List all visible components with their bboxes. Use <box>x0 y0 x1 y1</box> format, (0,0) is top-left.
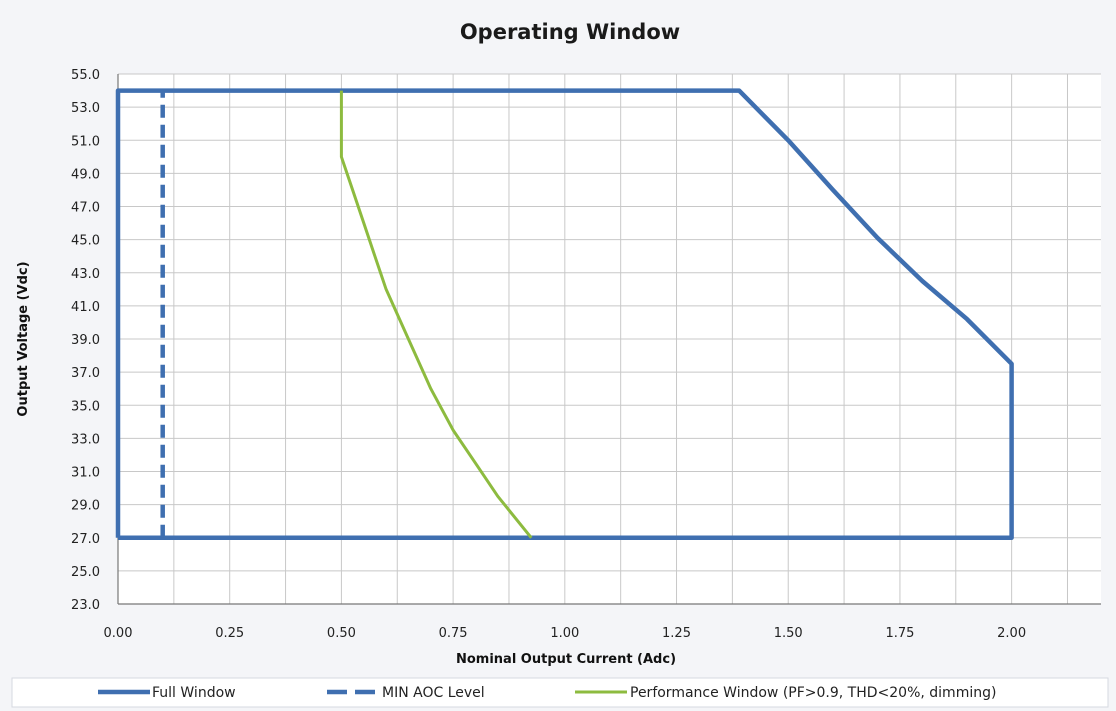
y-tick-label: 49.0 <box>71 167 100 182</box>
series-line-3 <box>339 90 533 539</box>
y-tick-label: 41.0 <box>71 300 100 315</box>
x-tick-label: 0.25 <box>215 626 244 641</box>
x-tick-label: 0.00 <box>104 626 133 641</box>
y-tick-label: 39.0 <box>71 333 100 348</box>
legend-label-1: Full Window <box>152 685 236 701</box>
y-tick-label: 37.0 <box>71 366 100 381</box>
x-tick-label: 1.00 <box>550 626 579 641</box>
legend <box>11 677 1109 708</box>
tick-labels: 0.00 0.25 0.50 0.75 1.00 1.25 1.50 1.75 2.00 23.0… <box>71 68 1026 641</box>
legend-label-3: Performance Window (PF>0.9, THD<20%, dim… <box>630 685 996 701</box>
chart-title: Operating Window <box>460 20 680 44</box>
y-tick-label: 27.0 <box>71 532 100 547</box>
y-tick-label: 23.0 <box>71 598 100 613</box>
y-axis-title: Output Voltage (Vdc) <box>16 261 31 416</box>
y-tick-label: 51.0 <box>71 134 100 149</box>
x-tick-label: 1.25 <box>662 626 691 641</box>
x-tick-label: 1.75 <box>885 626 914 641</box>
y-tick-label: 25.0 <box>71 565 100 580</box>
x-tick-label: 0.75 <box>439 626 468 641</box>
y-tick-label: 53.0 <box>71 101 100 116</box>
y-tick-label: 55.0 <box>71 68 100 83</box>
x-tick-label: 2.00 <box>997 626 1026 641</box>
y-tick-label: 29.0 <box>71 499 100 514</box>
series-layer <box>115 88 1014 541</box>
y-tick-label: 47.0 <box>71 201 100 216</box>
y-tick-label: 31.0 <box>71 466 100 481</box>
legend-items: Full Window MIN AOC Level Performance Wind… <box>98 685 996 701</box>
x-tick-label: 1.50 <box>774 626 803 641</box>
y-tick-label: 33.0 <box>71 432 100 447</box>
y-tick-label: 43.0 <box>71 267 100 282</box>
y-tick-label: 35.0 <box>71 399 100 414</box>
y-tick-label: 45.0 <box>71 234 100 249</box>
x-axis-title: Nominal Output Current (Adc) <box>456 652 676 667</box>
legend-label-2: MIN AOC Level <box>382 685 485 701</box>
x-tick-label: 0.50 <box>327 626 356 641</box>
series-line-1 <box>115 88 1014 541</box>
